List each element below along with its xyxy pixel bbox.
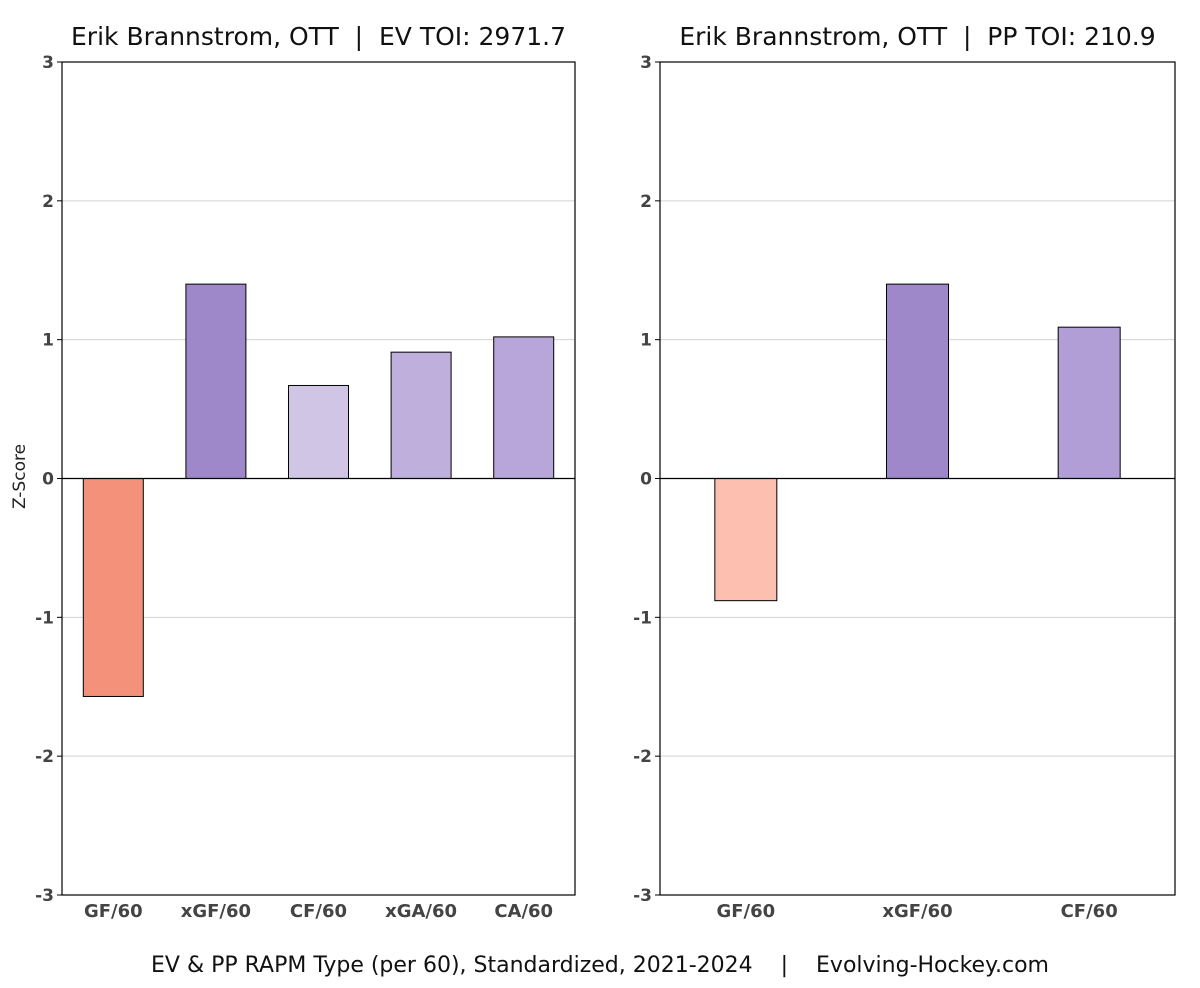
chart-panel-2: GF/60 xGF/60 CF/60 -3 -2 -1 0 1 2 3 Erik Brannstro… xyxy=(633,22,1176,922)
bar-cf-per-60 xyxy=(288,384,349,479)
y-tick-label: 0 xyxy=(42,470,54,490)
x-tick-label: GF/60 xyxy=(84,901,143,922)
bar-gf-per-60 xyxy=(82,478,144,697)
bar-xgf-per-60 xyxy=(185,283,247,479)
bar-xgf-per-60 xyxy=(886,283,949,479)
x-tick-label: CF/60 xyxy=(290,901,347,922)
x-tick-label: xGF/60 xyxy=(181,901,251,922)
x-tick-label: CA/60 xyxy=(494,901,553,922)
y-tick-label: -1 xyxy=(35,608,54,628)
y-tick-label: -3 xyxy=(633,886,652,906)
y-tick-label: 3 xyxy=(42,53,54,73)
y-tick-label: 1 xyxy=(640,331,652,351)
y-tick-label: -3 xyxy=(35,886,54,906)
bar-xga-per-60 xyxy=(390,351,452,479)
y-tick-label: -2 xyxy=(35,747,54,767)
x-tick-label: CF/60 xyxy=(1061,901,1118,922)
y-tick-label: -1 xyxy=(633,608,652,628)
figure-caption: EV & PP RAPM Type (per 60), Standardized… xyxy=(151,953,1049,978)
panel-title: Erik Brannstrom, OTT | EV TOI: 2971.7 xyxy=(71,22,566,51)
y-axis-label: Z-Score xyxy=(10,444,30,509)
y-tick-label: 2 xyxy=(640,192,652,212)
y-tick-label: 2 xyxy=(42,192,54,212)
y-tick-label: 1 xyxy=(42,331,54,351)
x-tick-label: GF/60 xyxy=(716,901,775,922)
y-tick-label: 3 xyxy=(640,53,652,73)
panel-title: Erik Brannstrom, OTT | PP TOI: 210.9 xyxy=(679,22,1155,51)
y-tick-label: 0 xyxy=(640,470,652,490)
x-tick-label: xGA/60 xyxy=(385,901,457,922)
chart-panel-1: GF/60 xGF/60 CF/60 xGA/60 CA/60 -3 -2 -1 0 1 2 3 Eri… xyxy=(10,22,576,922)
bar-ca-per-60 xyxy=(493,336,555,480)
bar-cf-per-60 xyxy=(1057,326,1121,479)
y-tick-label: -2 xyxy=(633,747,652,767)
x-tick-label: xGF/60 xyxy=(882,901,952,922)
bar-gf-per-60 xyxy=(714,478,778,602)
